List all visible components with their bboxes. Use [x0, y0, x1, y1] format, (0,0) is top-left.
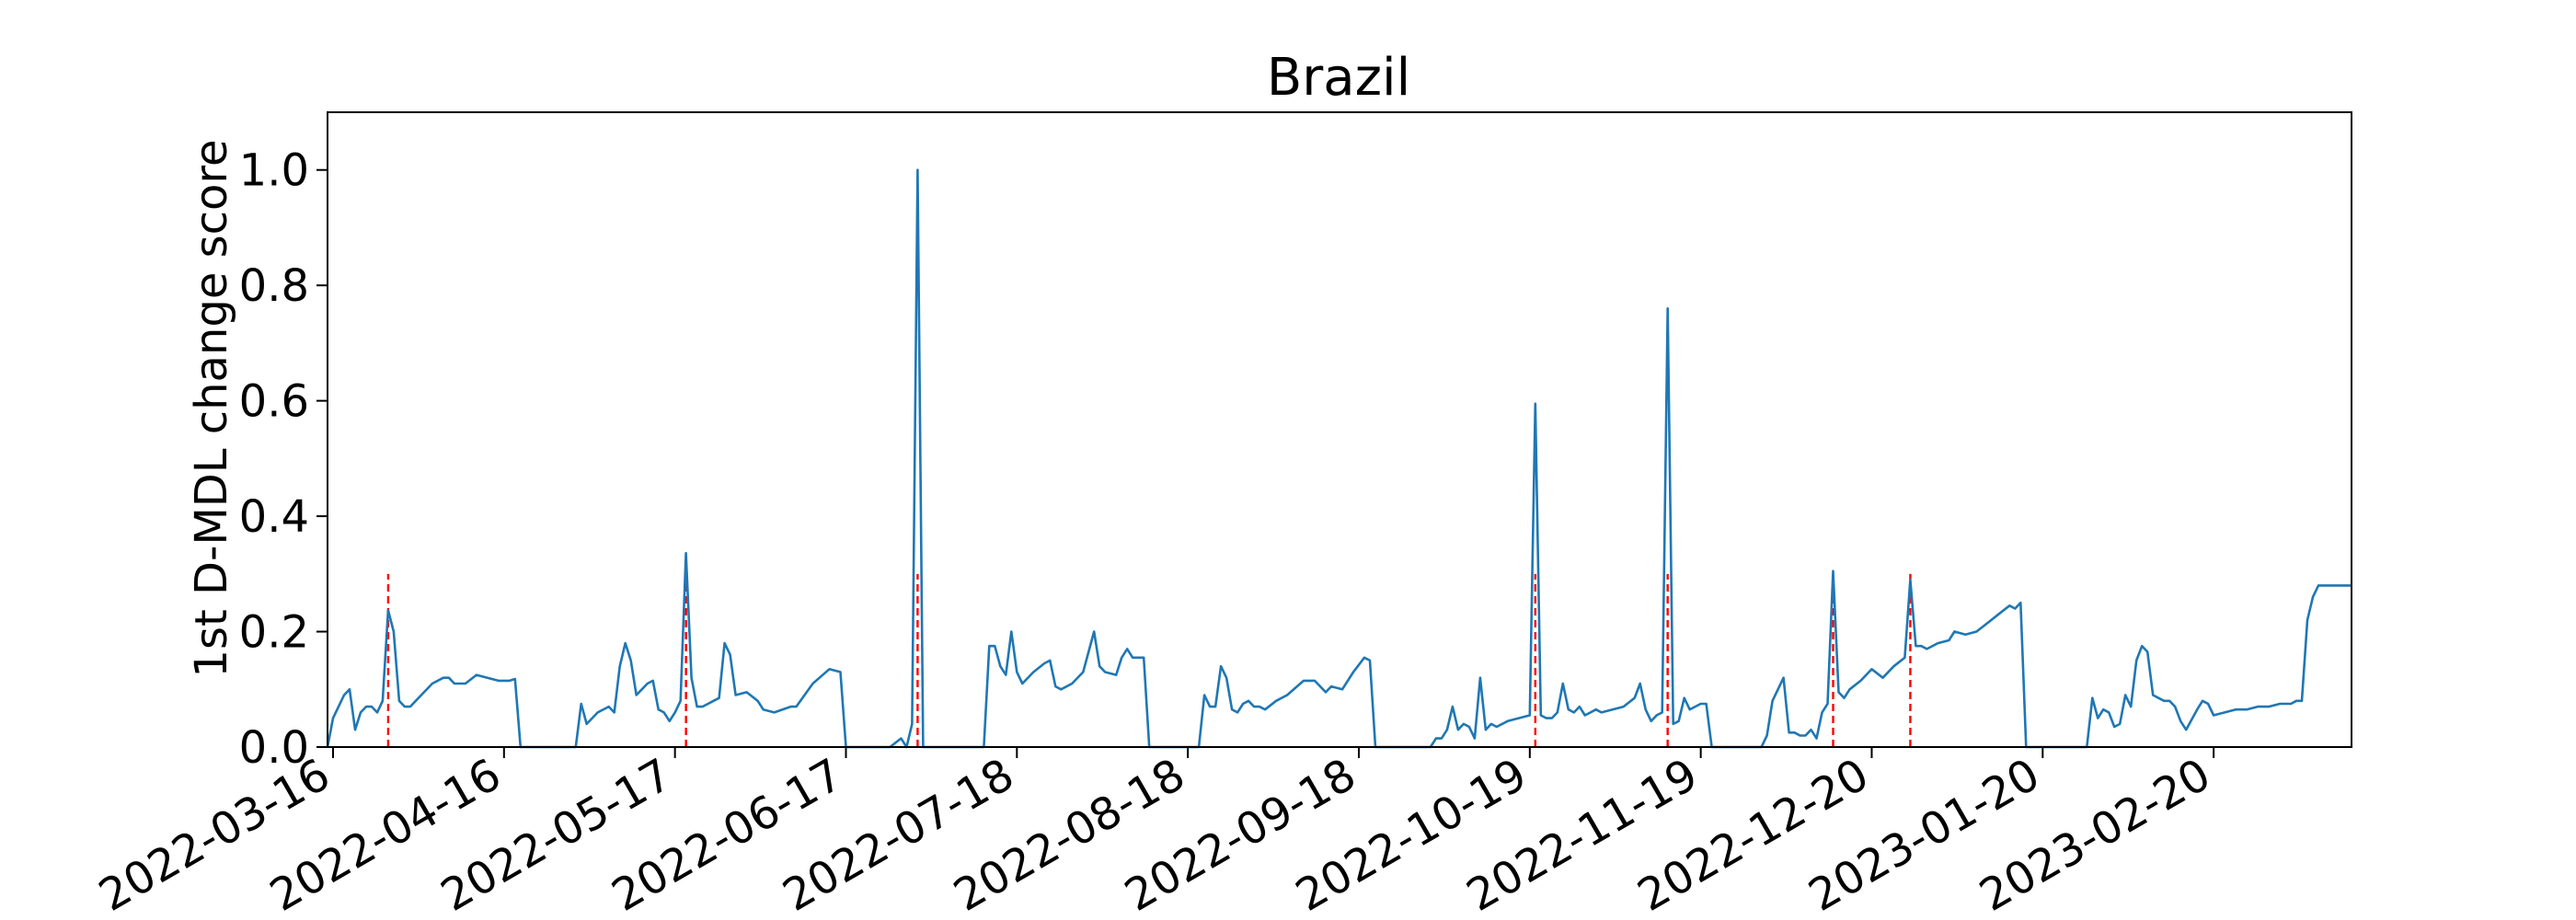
change-point-layer	[386, 573, 1912, 747]
y-tick-label: 0.8	[239, 260, 309, 312]
series-layer	[326, 168, 2352, 749]
y-axis-label: 1st D-MDL change score	[186, 139, 237, 677]
series-line	[326, 168, 2352, 749]
y-tick-label: 0.2	[239, 607, 309, 659]
y-tick-label: 0.6	[239, 376, 309, 428]
tick-layer: 0.00.20.40.60.81.02022-03-162022-04-1620…	[90, 145, 2219, 920]
y-tick-label: 1.0	[239, 145, 309, 197]
y-tick-label: 0.0	[239, 722, 309, 774]
chart-title: Brazil	[1267, 48, 1410, 108]
plot-frame	[327, 111, 2352, 748]
y-tick-label: 0.4	[239, 491, 309, 543]
